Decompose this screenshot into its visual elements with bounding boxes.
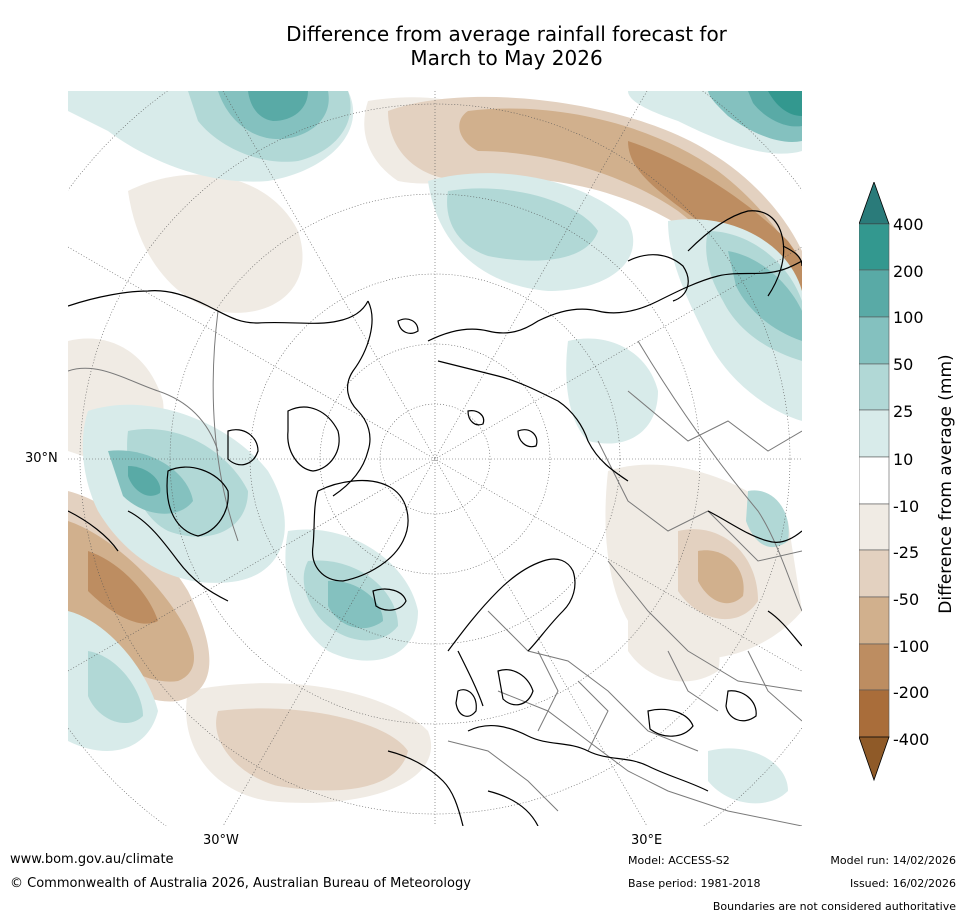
title-line-1: Difference from average rainfall forecas…: [286, 22, 727, 46]
colorbar-swatch-50-100: [858, 316, 890, 365]
colorbar-tick: 200: [893, 262, 924, 281]
country-borders: [68, 310, 802, 826]
graticule: [68, 91, 802, 826]
base-period: Base period: 1981-2018: [628, 877, 761, 890]
lon-label-30e: 30°E: [631, 833, 663, 848]
colorbar-swatch-200-400: [858, 223, 890, 271]
colorbar-tick: -25: [893, 543, 920, 562]
colorbar-swatch-m10-m25: [858, 503, 890, 551]
model-name: Model: ACCESS-S2: [628, 854, 730, 867]
colorbar-tick: -200: [893, 683, 930, 702]
colorbar-swatch-m25-m50: [858, 549, 890, 598]
colorbar-tick: 25: [893, 402, 914, 421]
colorbar-tick: -10: [893, 497, 920, 516]
lon-label-30w: 30°W: [203, 833, 239, 848]
issued-date: Issued: 16/02/2026: [849, 877, 956, 890]
colorbar-title: Difference from average (mm): [936, 354, 956, 614]
colorbar-tick: 50: [893, 355, 914, 374]
colorbar-swatch-100-200: [858, 269, 890, 318]
chart-title: Difference from average rainfall forecas…: [0, 22, 965, 70]
colorbar: [858, 180, 899, 786]
colorbar-swatch-neutral: [858, 456, 890, 505]
colorbar-cap-bottom: [858, 736, 890, 782]
boundaries-disclaimer: Boundaries are not considered authoritat…: [712, 900, 956, 913]
website-link[interactable]: www.bom.gov.au/climate: [10, 852, 174, 867]
colorbar-cap-top: [858, 180, 890, 225]
colorbar-tick: -100: [893, 637, 930, 656]
lat-label-30n: 30°N: [25, 451, 58, 466]
coastlines: [68, 210, 802, 826]
colorbar-svg: [858, 180, 890, 782]
colorbar-tick: 100: [893, 308, 924, 327]
map-svg: [68, 91, 802, 826]
colorbar-tick: 400: [893, 215, 924, 234]
colorbar-swatch-25-50: [858, 363, 890, 411]
colorbar-swatch-m200-m400: [858, 689, 890, 738]
title-line-2: March to May 2026: [410, 46, 603, 70]
model-run: Model run: 14/02/2026: [830, 854, 956, 867]
rainfall-map[interactable]: [68, 91, 802, 826]
colorbar-swatch-m50-m100: [858, 596, 890, 645]
colorbar-tick: 10: [893, 450, 914, 469]
copyright: © Commonwealth of Australia 2026, Austra…: [10, 876, 471, 891]
wet-anomaly-extreme: [768, 91, 802, 116]
colorbar-tick: -50: [893, 590, 920, 609]
colorbar-swatch-10-25: [858, 409, 890, 458]
colorbar-swatch-m100-m200: [858, 643, 890, 691]
colorbar-tick: -400: [893, 730, 930, 749]
